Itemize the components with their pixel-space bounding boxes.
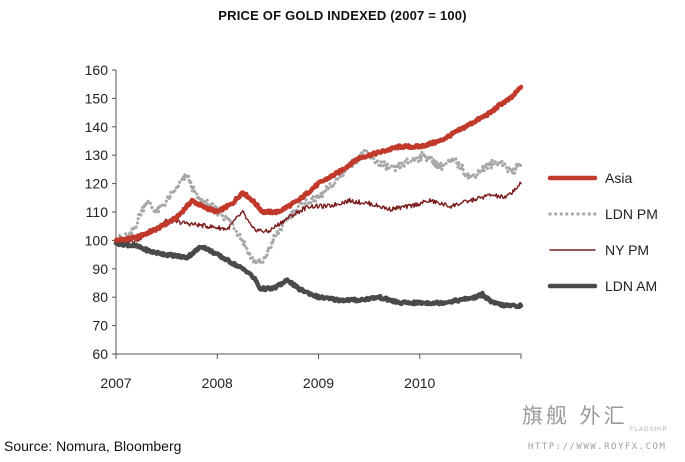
x-tick-label: 2010 xyxy=(404,375,435,391)
axes: 60 70 80 90 100 110 120 130 140 150 160 2007 2008 200… xyxy=(85,62,522,391)
legend-label-ldn-pm: LDN PM xyxy=(605,206,658,222)
watermark-subtext: FLAGSHIP xyxy=(630,427,668,433)
y-tick-label: 160 xyxy=(85,62,109,78)
source-note: Source: Nomura, Bloomberg xyxy=(4,438,182,454)
y-tick-label: 140 xyxy=(85,119,109,135)
series-line-ldn-am xyxy=(113,240,524,310)
y-tick-label: 130 xyxy=(85,147,109,163)
y-tick-label: 90 xyxy=(92,261,108,277)
y-tick-label: 80 xyxy=(92,289,108,305)
legend: Asia LDN PM NY PM LDN AM xyxy=(547,170,658,294)
x-tick-label: 2009 xyxy=(303,375,334,391)
series-line-asia xyxy=(113,84,524,243)
watermark: 旗舰 外汇 FLAGSHIP HTTP://WWW.ROYFX.COM xyxy=(522,400,682,460)
y-tick-label: 70 xyxy=(92,318,108,334)
watermark-text: 旗舰 外汇 xyxy=(522,404,628,428)
y-tick-label: 150 xyxy=(85,90,109,106)
y-tick-label: 60 xyxy=(92,346,108,362)
legend-label-ldn-am: LDN AM xyxy=(605,278,657,294)
series-line-ny-pm xyxy=(115,181,522,244)
y-tick-label: 120 xyxy=(85,176,109,192)
x-tick-label: 2007 xyxy=(100,375,131,391)
chart-title: PRICE OF GOLD INDEXED (2007 = 100) xyxy=(218,8,467,23)
y-tick-label: 110 xyxy=(86,204,109,220)
series-line-ldn-pm xyxy=(114,147,523,266)
watermark-url: HTTP://WWW.ROYFX.COM xyxy=(528,442,667,452)
series-layer xyxy=(113,84,524,310)
x-tick-label: 2008 xyxy=(202,375,233,391)
y-tick-label: 100 xyxy=(85,232,109,248)
legend-label-asia: Asia xyxy=(605,170,632,186)
legend-label-ny-pm: NY PM xyxy=(605,242,649,258)
